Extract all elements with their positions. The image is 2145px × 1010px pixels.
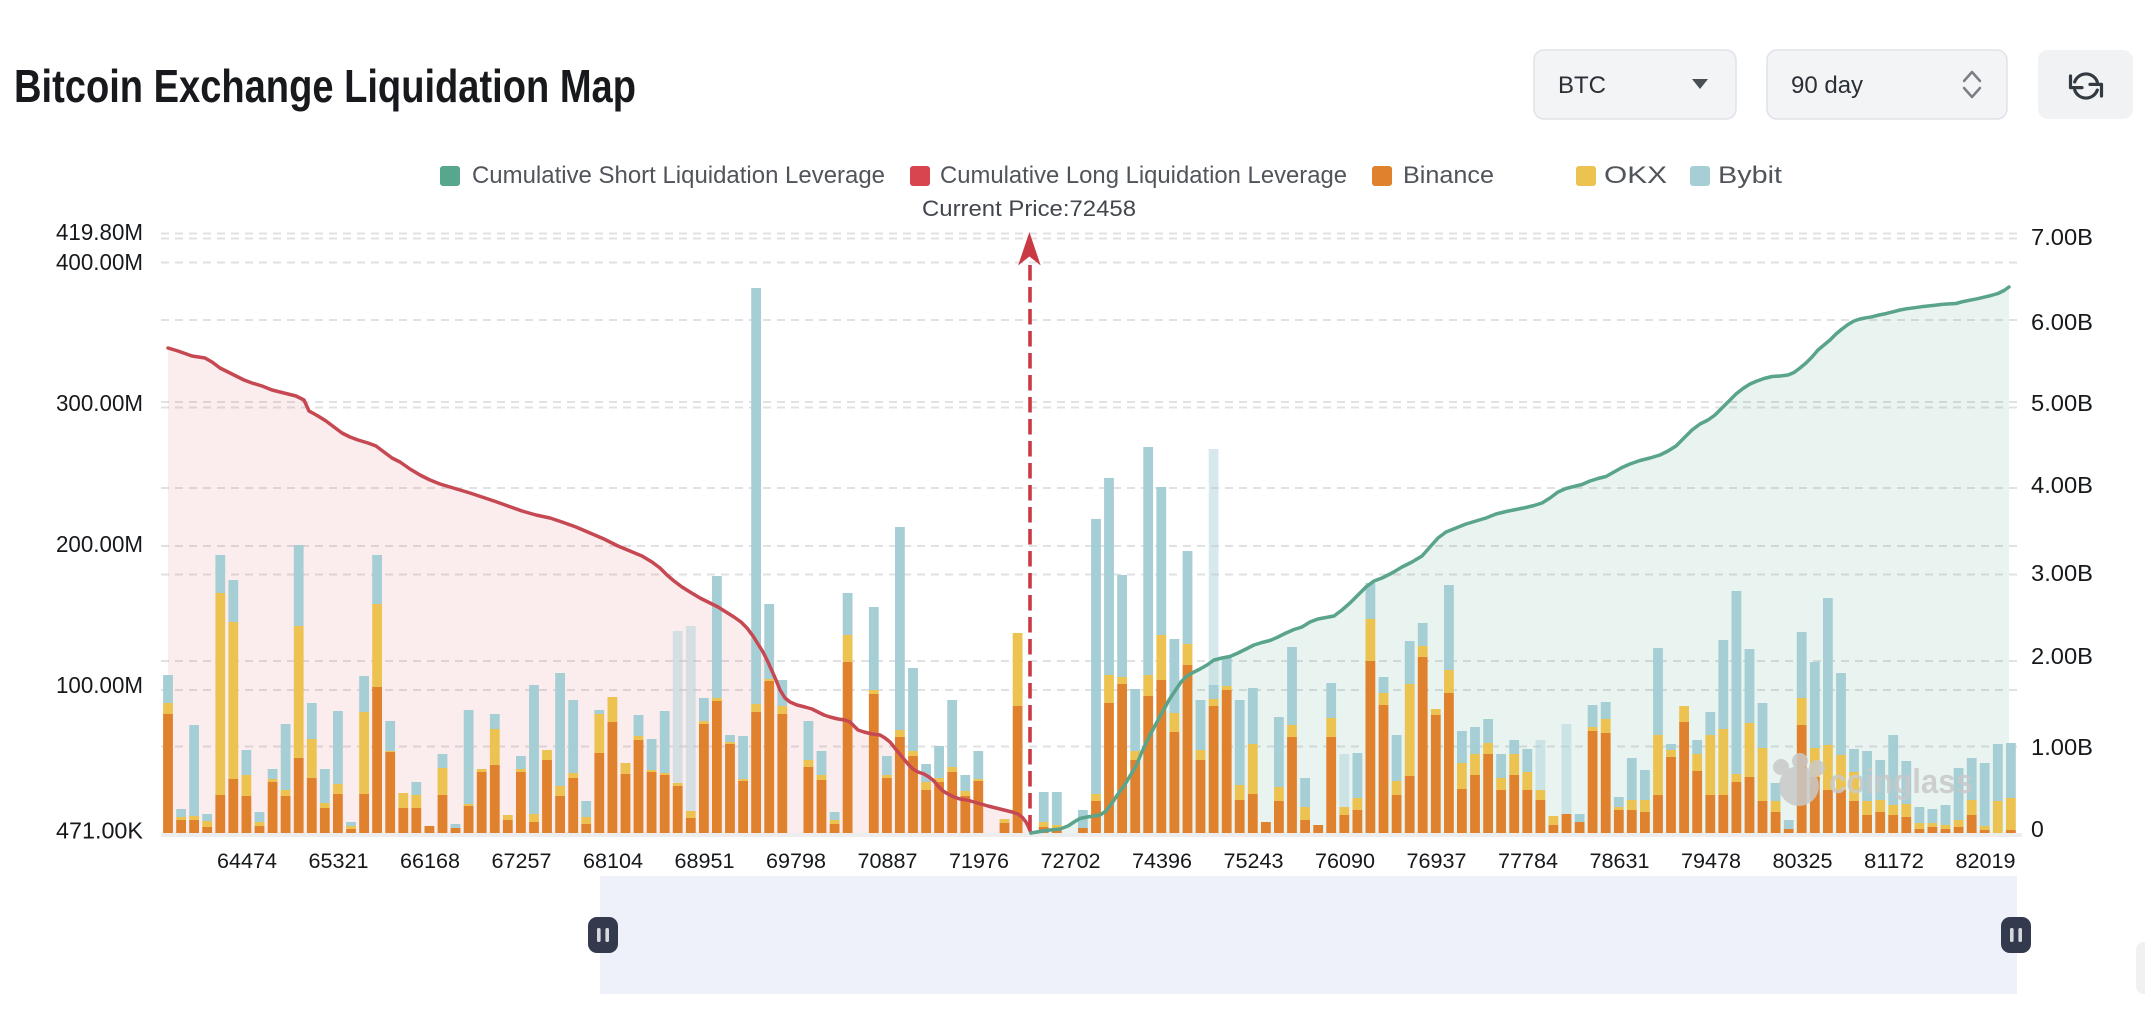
svg-text:75243: 75243	[1224, 850, 1284, 873]
svg-text:78631: 78631	[1590, 850, 1650, 873]
svg-text:64474: 64474	[217, 850, 277, 873]
svg-text:471.00K: 471.00K	[56, 818, 144, 844]
svg-text:419.80M: 419.80M	[56, 219, 143, 245]
svg-text:76937: 76937	[1407, 850, 1467, 873]
svg-text:0: 0	[2031, 816, 2044, 842]
svg-text:6.00B: 6.00B	[2031, 309, 2093, 335]
svg-text:300.00M: 300.00M	[56, 390, 143, 416]
svg-text:65321: 65321	[309, 850, 369, 873]
svg-text:Current Price:72458: Current Price:72458	[922, 196, 1136, 221]
svg-text:5.00B: 5.00B	[2031, 390, 2093, 416]
svg-text:76090: 76090	[1315, 850, 1375, 873]
svg-text:67257: 67257	[492, 850, 552, 873]
svg-text:OKX: OKX	[1604, 162, 1667, 189]
svg-text:200.00M: 200.00M	[56, 531, 143, 557]
svg-text:68951: 68951	[675, 850, 735, 873]
svg-text:100.00M: 100.00M	[56, 672, 143, 698]
svg-text:3.00B: 3.00B	[2031, 560, 2093, 586]
svg-text:BTC: BTC	[1558, 72, 1606, 99]
svg-text:Cumulative Short Liquidation L: Cumulative Short Liquidation Leverage	[472, 162, 885, 189]
svg-text:Cumulative Long Liquidation Le: Cumulative Long Liquidation Leverage	[940, 162, 1347, 189]
svg-text:4.00B: 4.00B	[2031, 472, 2093, 498]
svg-text:66168: 66168	[400, 850, 460, 873]
svg-text:400.00M: 400.00M	[56, 249, 143, 275]
svg-text:68104: 68104	[583, 850, 643, 873]
svg-text:Binance: Binance	[1403, 162, 1494, 189]
svg-text:coinglass: coinglass	[1829, 763, 1973, 801]
svg-text:77784: 77784	[1498, 850, 1558, 873]
svg-text:1.00B: 1.00B	[2031, 734, 2093, 760]
svg-text:Bybit: Bybit	[1718, 162, 1782, 189]
svg-text:2.00B: 2.00B	[2031, 643, 2093, 669]
svg-text:79478: 79478	[1681, 850, 1741, 873]
svg-text:71976: 71976	[949, 850, 1009, 873]
svg-text:7.00B: 7.00B	[2031, 224, 2093, 250]
svg-text:72702: 72702	[1041, 850, 1101, 873]
svg-text:70887: 70887	[858, 850, 918, 873]
svg-text:90 day: 90 day	[1791, 72, 1863, 99]
svg-text:Bitcoin Exchange Liquidation M: Bitcoin Exchange Liquidation Map	[14, 60, 636, 112]
svg-text:69798: 69798	[766, 850, 826, 873]
svg-text:81172: 81172	[1864, 850, 1924, 873]
svg-text:82019: 82019	[1956, 850, 2016, 873]
svg-text:74396: 74396	[1132, 850, 1192, 873]
svg-text:80325: 80325	[1773, 850, 1833, 873]
